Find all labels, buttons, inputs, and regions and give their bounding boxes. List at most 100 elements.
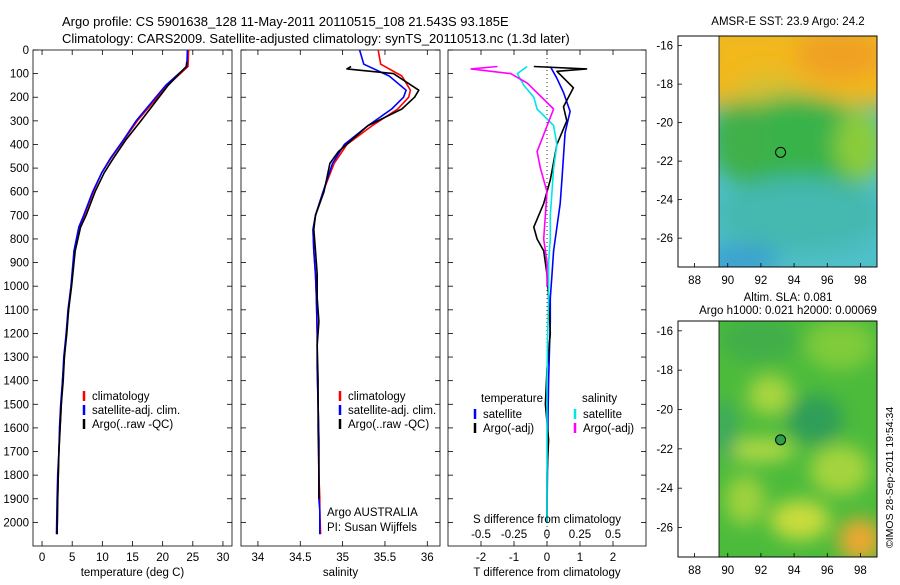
sal-xtick-label: 35.5 <box>374 552 396 564</box>
sla-lat-tick-label: -22 <box>656 444 673 456</box>
temp-series-climatology <box>56 50 190 535</box>
depth-tick-label: 1800 <box>3 470 29 482</box>
sla-lon-tick-label: 88 <box>688 565 701 577</box>
sal-xtick-label: 34.5 <box>289 552 311 564</box>
diff-xlabel: T difference from climatology <box>473 567 620 579</box>
diff-xtick-label: 2 <box>610 552 616 564</box>
diff-xtick-label: -2 <box>476 552 486 564</box>
sst-heatmap <box>719 36 877 267</box>
temp-legend-label: climatology <box>92 391 150 403</box>
depth-tick-label: 100 <box>10 69 29 81</box>
sst-lon-tick-label: 90 <box>721 275 734 287</box>
sal-plot-frame <box>240 49 441 547</box>
diff-xtick-label: 1 <box>577 552 583 564</box>
temp-xtick-label: 10 <box>96 552 109 564</box>
sal-xtick-label: 35 <box>336 552 349 564</box>
temp-legend-label: Argo(..raw -QC) <box>92 419 173 431</box>
sal-series-argo-raw-qc <box>312 65 420 499</box>
salinity-difference-tick-label: 0.5 <box>605 529 621 541</box>
salinity-difference-tick-label: 0.25 <box>569 529 591 541</box>
depth-tick-label: 1600 <box>3 423 29 435</box>
sla-map-frame <box>677 320 878 558</box>
diff-series-temperature-argo-adj <box>532 65 588 523</box>
diff-series-group <box>470 65 588 523</box>
sla-lon-tick-label: 94 <box>788 565 801 577</box>
sst-lon-tick-label: 92 <box>755 275 768 287</box>
sla-lon-tick-label: 90 <box>721 565 734 577</box>
legend-title-salinity: salinity <box>582 393 617 405</box>
depth-tick-label: 500 <box>10 163 29 175</box>
sla-argo-location-marker <box>775 434 787 446</box>
depth-tick-label: 600 <box>10 187 29 199</box>
depth-tick-label: 1300 <box>3 352 29 364</box>
sla-heatmap <box>719 321 877 557</box>
sst-lat-tick-label: -20 <box>656 118 673 130</box>
depth-tick-label: 300 <box>10 116 29 128</box>
temp-series-group <box>55 50 190 535</box>
temp-series-argo-raw-qc <box>56 61 188 535</box>
depth-tick-label: 1900 <box>3 494 29 506</box>
salinity-panel: 34 34.5 35 35.5 36 salinity climatology satelli… <box>240 49 441 579</box>
salinity-difference-axis-label: S difference from climatology <box>473 514 621 526</box>
depth-tick-label: 0 <box>23 45 29 57</box>
temp-xtick-label: 5 <box>69 552 75 564</box>
depth-tick-label: 1200 <box>3 328 29 340</box>
sal-legend-label: climatology <box>348 391 406 403</box>
sal-legend-label: Argo(..raw -QC) <box>348 419 429 431</box>
depth-tick-label: 1400 <box>3 376 29 388</box>
sal-xtick-label: 34 <box>252 552 265 564</box>
sla-lat-tick-label: -18 <box>656 365 673 377</box>
sst-lat-tick-label: -16 <box>656 41 673 53</box>
salinity-difference-tick-label: 0 <box>544 529 550 541</box>
diff-legend-label: Argo(-adj) <box>483 423 534 435</box>
temperature-panel: 0 5 10 15 20 25 300100200300400500600700800900… <box>3 45 233 579</box>
sst-lon-tick-label: 98 <box>854 275 867 287</box>
diff-xtick-label: 0 <box>544 552 550 564</box>
sst-lon-tick-label: 96 <box>821 275 834 287</box>
figure-title-line2: Climatology: CARS2009. Satellite-adjuste… <box>62 31 570 46</box>
figure-title-line1: Argo profile: CS 5901638_128 11-May-2011… <box>62 14 509 29</box>
sal-series-satellite-adj-clim <box>312 50 407 535</box>
sst-lon-tick-label: 88 <box>688 275 701 287</box>
temp-xtick-label: 15 <box>126 552 139 564</box>
sla-lat-tick-label: -26 <box>656 523 673 535</box>
sla-lat-tick-label: -24 <box>656 483 673 495</box>
argo-program-annotation: Argo AUSTRALIA <box>327 507 418 519</box>
diff-series-temperature-satellite <box>546 66 571 523</box>
temp-xtick-label: 30 <box>217 552 230 564</box>
diff-series-salinity-argo-adj <box>470 65 555 287</box>
salinity-difference-tick-label: -0.5 <box>471 529 491 541</box>
sla-map-title-line1: Altim. SLA: 0.081 <box>744 292 833 304</box>
depth-tick-label: 200 <box>10 92 29 104</box>
temp-plot-frame <box>32 49 233 547</box>
temp-xtick-label: 0 <box>39 552 45 564</box>
imos-watermark: ©IMOS 28-Sep-2011 19:54:34 <box>884 407 896 548</box>
sst-map-frame <box>677 35 878 268</box>
sla-map-title-line2: Argo h1000: 0.021 h2000: 0.00069 <box>699 305 877 317</box>
sla-map-panel: Altim. SLA: 0.081 Argo h1000: 0.021 h200… <box>656 292 878 577</box>
sla-lon-tick-label: 98 <box>854 565 867 577</box>
depth-tick-label: 900 <box>10 258 29 270</box>
depth-tick-label: 1500 <box>3 399 29 411</box>
sst-lat-tick-label: -24 <box>656 195 673 207</box>
sla-lat-tick-label: -20 <box>656 405 673 417</box>
sal-legend-label: satellite-adj. clim. <box>348 405 436 417</box>
difference-panel: -2 -1 0 1 2 T difference from climatology temp… <box>447 49 647 579</box>
diff-xtick-label: -1 <box>509 552 519 564</box>
sla-lat-tick-label: -16 <box>656 326 673 338</box>
sal-xlabel: salinity <box>323 567 358 579</box>
depth-tick-label: 400 <box>10 139 29 151</box>
sst-lat-tick-label: -26 <box>656 233 673 245</box>
sst-lat-tick-label: -22 <box>656 156 673 168</box>
sst-map-panel: AMSR-E SST: 23.9 Argo: 24.2 88 90 92 94 96 98… <box>656 16 878 287</box>
sst-lon-tick-label: 94 <box>788 275 801 287</box>
pi-annotation: PI: Susan Wijffels <box>327 522 417 534</box>
temp-xtick-label: 25 <box>186 552 199 564</box>
temp-xlabel: temperature (deg C) <box>81 567 185 579</box>
sla-lon-tick-label: 92 <box>755 565 768 577</box>
depth-tick-label: 1100 <box>4 305 29 317</box>
temp-legend-label: satellite-adj. clim. <box>92 405 180 417</box>
sal-series-group <box>312 50 420 535</box>
